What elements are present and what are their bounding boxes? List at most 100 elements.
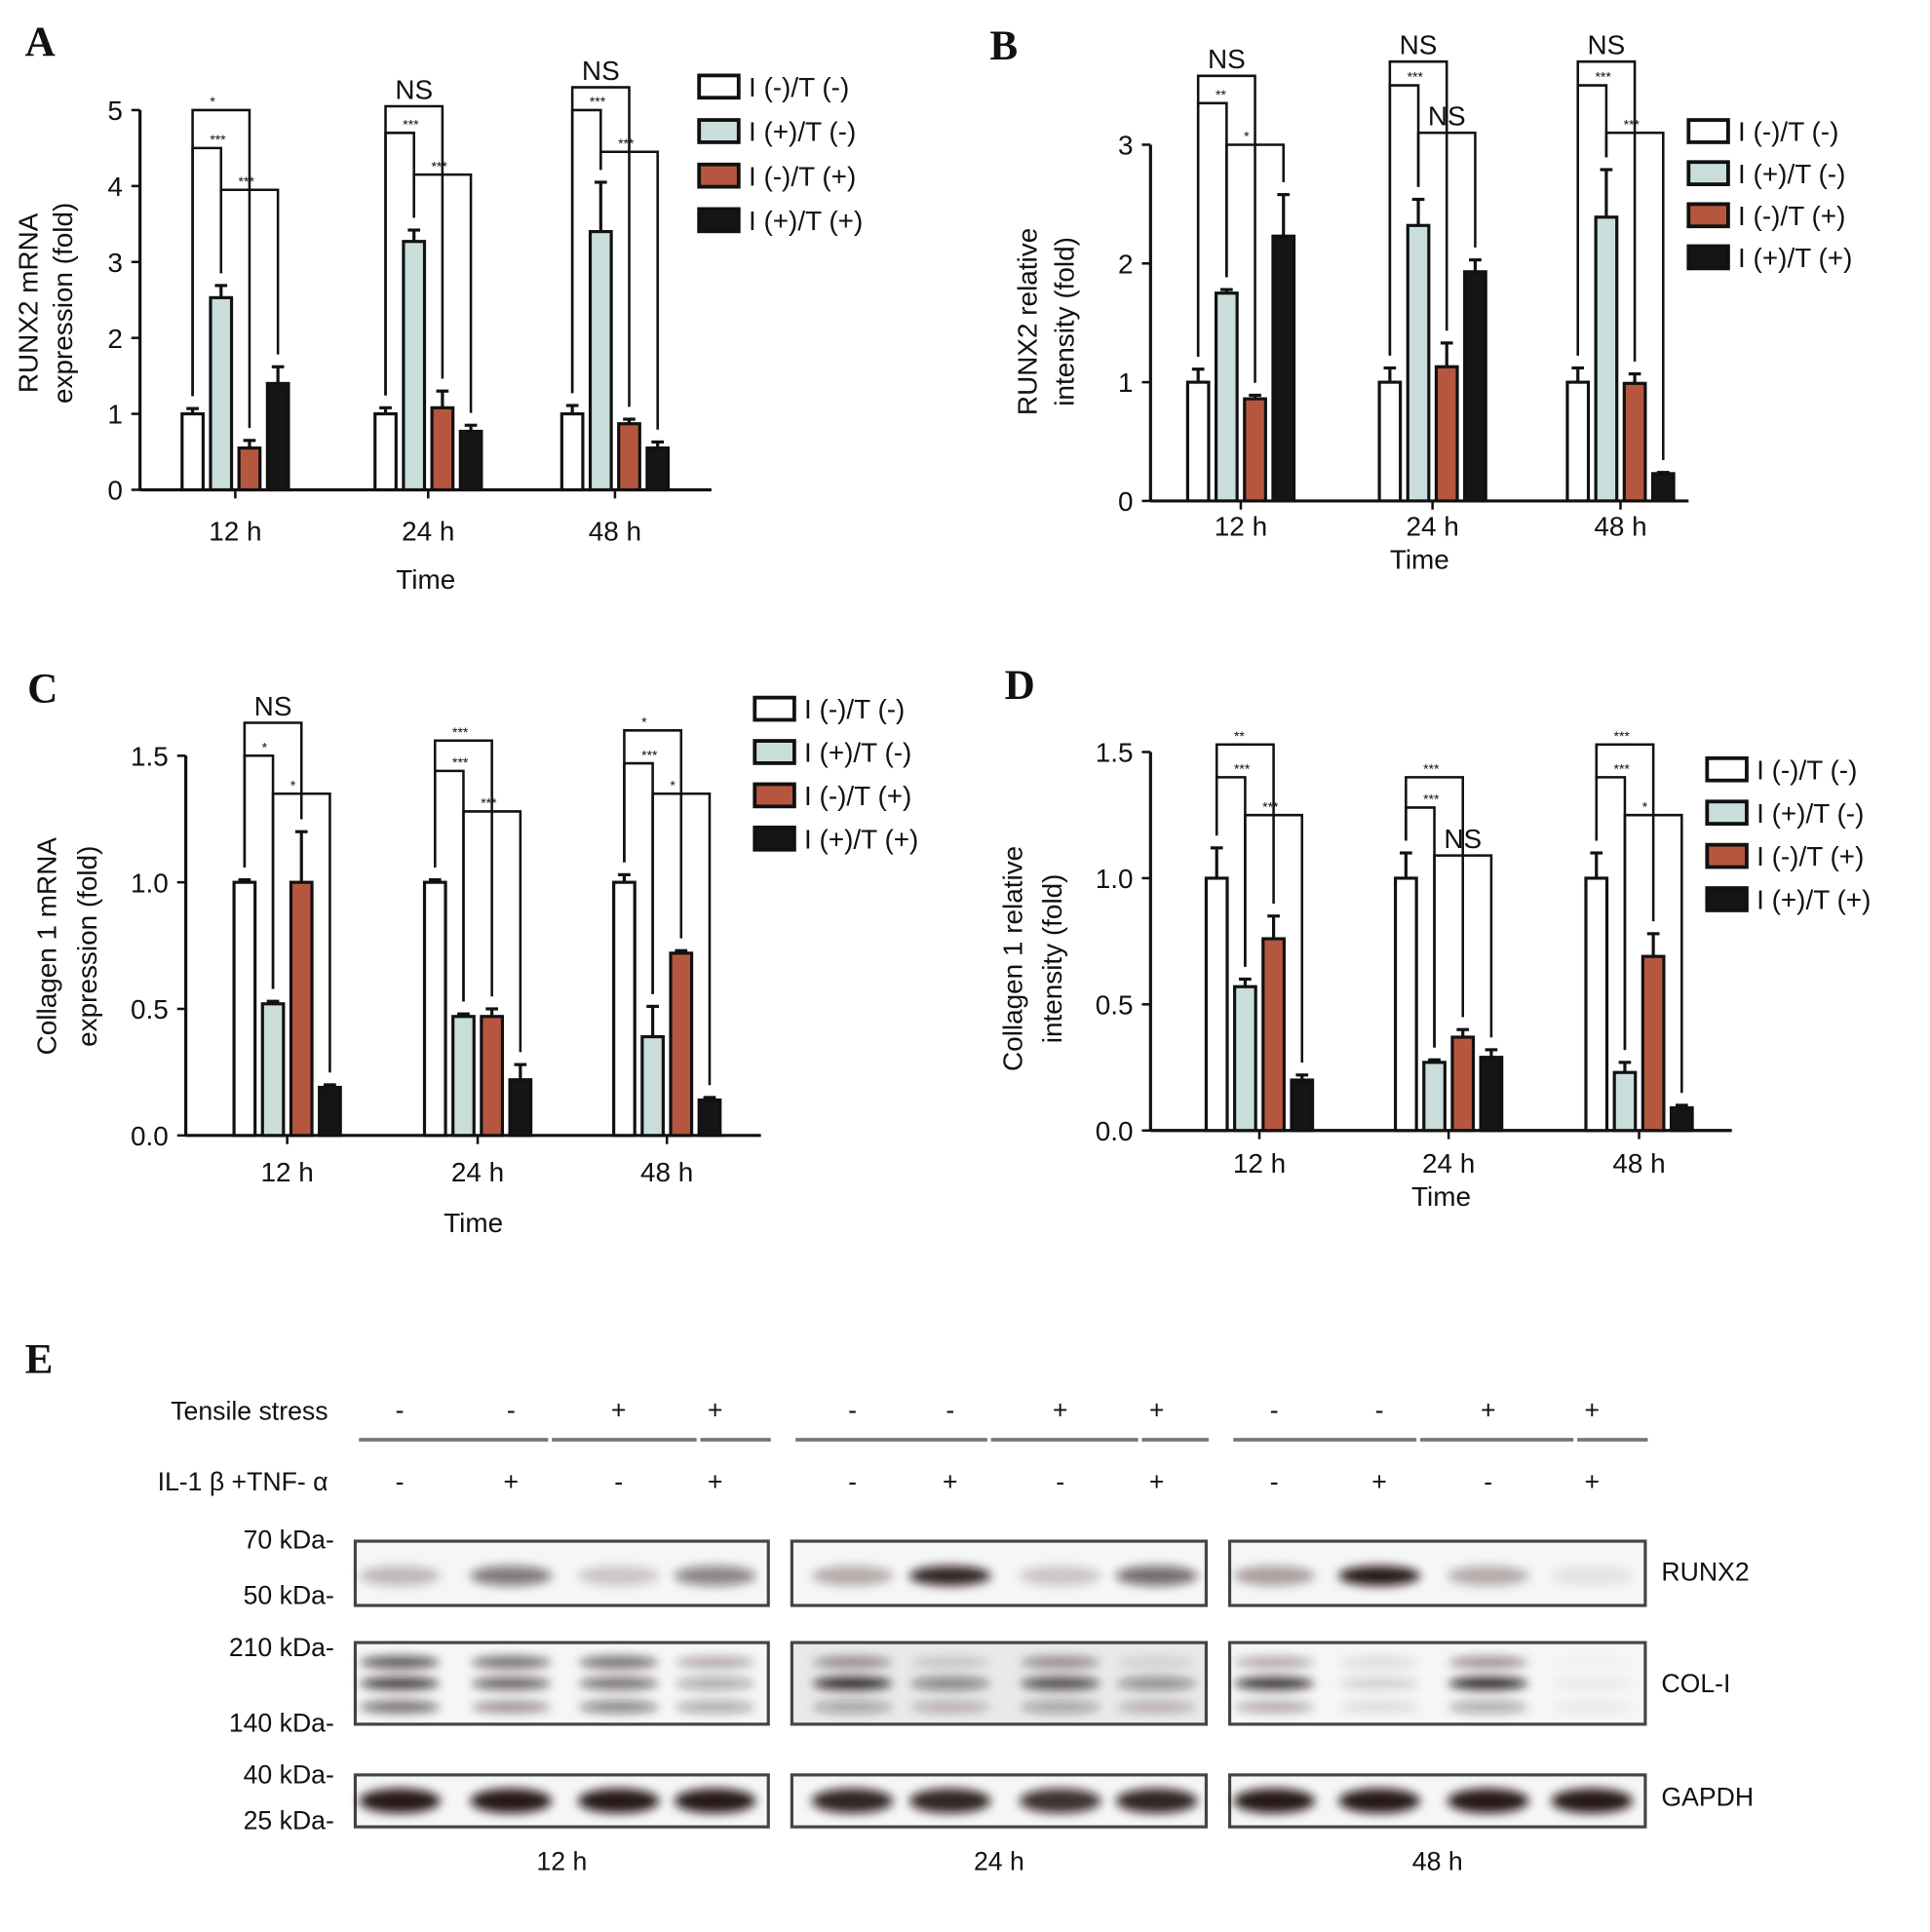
legend-label: I (-)/T (+)	[1756, 841, 1864, 871]
cytokine-sign: +	[943, 1467, 958, 1496]
legend-swatch	[753, 782, 796, 809]
significance-label: ***	[590, 94, 606, 109]
y-tick-label: 0.0	[1096, 1116, 1134, 1146]
legend-swatch	[1705, 886, 1749, 912]
protein-band	[1447, 1565, 1529, 1586]
protein-band	[1234, 1656, 1314, 1669]
legend-swatch	[1686, 202, 1730, 229]
y-axis-label: intensity (fold)	[1037, 874, 1067, 1044]
bar-I-T-	[1185, 380, 1211, 503]
protein-band	[359, 1788, 441, 1814]
tensile-sign: +	[708, 1395, 723, 1424]
cytokine-sign: -	[614, 1467, 623, 1496]
bar-I-T-	[1565, 380, 1591, 503]
bar-I+T+	[1650, 472, 1676, 503]
mw-marker: 70 kDa-	[244, 1526, 334, 1555]
y-tick-label: 1	[107, 400, 123, 430]
protein-band	[676, 1656, 755, 1669]
legend-label: I (-)/T (+)	[749, 161, 856, 191]
legend-swatch	[1705, 799, 1749, 826]
significance-label: *	[262, 739, 268, 754]
bar-I+T-	[1422, 1061, 1447, 1133]
protein-band	[812, 1677, 893, 1690]
legend-label: I (+)/T (-)	[1738, 159, 1845, 189]
significance-label: ***	[1614, 761, 1631, 777]
blot-col-i-12h	[353, 1641, 770, 1726]
mw-marker: 50 kDa-	[244, 1581, 334, 1610]
cytokine-sign: +	[1149, 1467, 1165, 1496]
bar-I-T+	[1450, 1035, 1476, 1133]
significance-label: ***	[1408, 69, 1424, 85]
protein-band	[1019, 1788, 1101, 1814]
significance-label: ***	[403, 116, 419, 132]
tensile-sign: +	[611, 1395, 627, 1424]
blot-col-i-24h	[790, 1641, 1209, 1726]
timepoint-label: 48 h	[1412, 1847, 1463, 1876]
y-tick-label: 5	[107, 96, 123, 126]
protein-band	[812, 1700, 893, 1714]
legend-swatch	[1705, 842, 1749, 869]
bar-I+T+	[1479, 1056, 1504, 1133]
protein-band	[1339, 1700, 1419, 1714]
protein-band	[1338, 1565, 1420, 1586]
bar-I+T+	[1463, 270, 1487, 503]
significance-bracket	[219, 188, 280, 355]
protein-band	[471, 1677, 551, 1690]
significance-label: **	[1216, 87, 1226, 102]
bar-I+T+	[697, 1098, 722, 1138]
significance-label: NS	[1208, 44, 1246, 74]
significance-bracket	[1416, 132, 1477, 248]
significance-label: NS	[582, 56, 620, 86]
protein-band	[908, 1565, 991, 1586]
bar-I-T+	[237, 446, 262, 492]
bar-I-T-	[232, 880, 257, 1138]
protein-band	[1551, 1788, 1634, 1814]
bar-I+T-	[640, 1034, 665, 1138]
legend-label: I (+)/T (+)	[749, 206, 863, 236]
protein-band	[577, 1565, 660, 1586]
tensile-sign: -	[946, 1395, 954, 1424]
x-tick-label: 48 h	[1594, 511, 1646, 541]
significance-bracket	[462, 810, 522, 1053]
y-tick-label: 2	[107, 324, 123, 354]
significance-label: *	[290, 777, 296, 792]
significance-bracket	[1244, 813, 1304, 1063]
protein-band	[1448, 1677, 1528, 1690]
y-tick-label: 1.0	[1096, 864, 1134, 894]
panel-label: B	[989, 23, 1018, 69]
bar-I+T-	[1612, 1070, 1638, 1133]
blot-runx2-48h	[1227, 1539, 1647, 1607]
y-tick-label: 3	[107, 248, 123, 278]
legend-label: I (-)/T (-)	[1738, 117, 1838, 147]
bar-I+T-	[402, 240, 427, 492]
tensile-sign: -	[1270, 1395, 1279, 1424]
protein-band	[1115, 1788, 1198, 1814]
protein-band	[1117, 1700, 1197, 1714]
legend-label: I (-)/T (-)	[749, 72, 849, 102]
significance-bracket	[412, 173, 473, 413]
cytokine-sign: -	[396, 1467, 405, 1496]
protein-band	[360, 1700, 440, 1714]
bar-I-T+	[669, 951, 694, 1138]
timepoint-label: 12 h	[536, 1847, 587, 1876]
significance-bracket	[1433, 854, 1493, 1048]
cytokine-sign: -	[1270, 1467, 1279, 1496]
significance-label: ***	[1423, 792, 1440, 807]
x-tick-label: 12 h	[209, 517, 261, 547]
significance-label: NS	[1444, 824, 1482, 854]
significance-bracket	[1576, 84, 1608, 356]
cytokine-sign: +	[1371, 1467, 1387, 1496]
x-tick-label: 24 h	[402, 517, 454, 547]
protein-band	[1551, 1565, 1634, 1586]
significance-label: ***	[1624, 116, 1640, 132]
mw-marker: 40 kDa-	[244, 1760, 334, 1790]
significance-label: NS	[1428, 101, 1466, 132]
y-tick-label: 0.5	[131, 994, 169, 1024]
legend-swatch	[1705, 755, 1749, 783]
bar-I-T-	[422, 880, 447, 1138]
tensile-sign: +	[1053, 1395, 1068, 1424]
cytokine-sign: +	[708, 1467, 723, 1496]
protein-band	[470, 1788, 553, 1814]
protein-band	[579, 1656, 659, 1669]
x-tick-label: 48 h	[1612, 1148, 1665, 1179]
